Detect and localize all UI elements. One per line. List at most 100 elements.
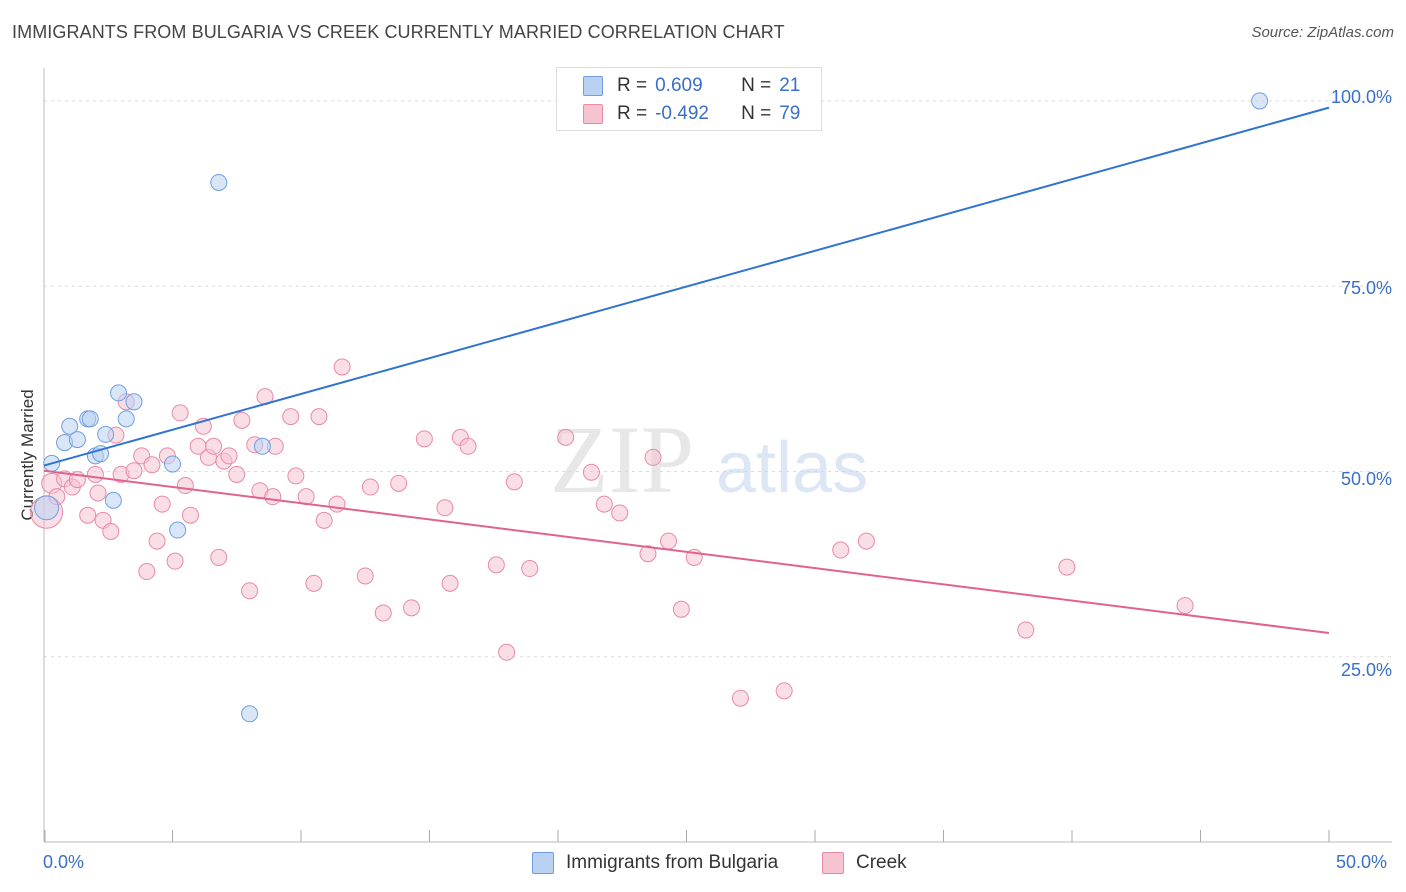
creek-point xyxy=(138,563,156,581)
creek-point xyxy=(305,574,323,592)
legend-r-label: R = xyxy=(617,103,648,124)
bottom-legend-swatch-blue xyxy=(532,852,554,874)
creek-point xyxy=(660,532,678,550)
creek-point xyxy=(241,582,259,600)
creek-point xyxy=(166,552,184,570)
legend-row-bulgaria: R = 0.609 N = 21 xyxy=(557,72,800,100)
creek-point xyxy=(228,465,246,483)
creek-point xyxy=(89,484,107,502)
legend-r-label: R = xyxy=(617,75,648,96)
correlation-legend: R = 0.609 N = 21 R = -0.492 N = 79 xyxy=(556,67,822,131)
creek-point xyxy=(1058,558,1076,576)
x-tick-label-max: 50.0% xyxy=(1336,852,1388,872)
creek-point xyxy=(1176,597,1194,615)
creek-point xyxy=(390,474,408,492)
legend-n-label: N = xyxy=(741,75,772,96)
bulgaria-point xyxy=(117,410,135,428)
bottom-legend-creek: Creek xyxy=(822,852,907,874)
chart-title: IMMIGRANTS FROM BULGARIA VS CREEK CURREN… xyxy=(12,22,785,42)
bulgaria-point xyxy=(169,521,187,539)
creek-point xyxy=(775,682,793,700)
creek-point xyxy=(644,448,662,466)
creek-point xyxy=(333,358,351,376)
creek-point xyxy=(361,478,379,496)
bulgaria-point xyxy=(97,425,115,443)
y-tick-label-100: 100.0% xyxy=(1330,87,1392,107)
creek-point xyxy=(1017,621,1035,639)
legend-n-value: 21 xyxy=(779,75,801,96)
creek-point xyxy=(595,495,613,513)
creek-point xyxy=(148,532,166,550)
creek-point xyxy=(672,600,690,618)
creek-point xyxy=(611,504,629,522)
creek-point xyxy=(328,495,346,513)
creek-point xyxy=(498,643,516,661)
legend-n-value: 79 xyxy=(779,103,801,124)
creek-point xyxy=(374,604,392,622)
creek-point xyxy=(487,556,505,574)
bulgaria-point xyxy=(61,417,79,435)
creek-point xyxy=(86,465,104,483)
creek-point xyxy=(356,567,374,585)
creek-point xyxy=(436,499,454,517)
bulgaria-point xyxy=(241,705,259,723)
bulgaria-point xyxy=(81,410,99,428)
creek-point xyxy=(125,462,143,480)
watermark-atlas: atlas xyxy=(716,428,868,508)
creek-point xyxy=(310,408,328,426)
bulgaria-point xyxy=(253,437,271,455)
source-label: Source: ZipAtlas.com xyxy=(1251,24,1394,41)
creek-point xyxy=(731,689,749,707)
creek-point xyxy=(459,437,477,455)
creek-point xyxy=(210,548,228,566)
creek-point xyxy=(582,463,600,481)
bulgaria-point xyxy=(164,455,181,473)
creek-point xyxy=(153,495,171,513)
y-tick-label-50: 50.0% xyxy=(1340,469,1392,489)
axes xyxy=(43,68,1392,843)
y-tick-label-25: 25.0% xyxy=(1340,660,1392,680)
creek-point xyxy=(557,428,575,446)
bottom-legend-swatch-pink xyxy=(822,852,844,874)
creek-point xyxy=(233,411,251,429)
creek-point xyxy=(220,447,238,465)
creek-point xyxy=(287,467,305,485)
bottom-legend-bulgaria: Immigrants from Bulgaria xyxy=(532,852,778,874)
creek-point xyxy=(176,477,194,495)
creek-point xyxy=(639,545,657,563)
creek-point xyxy=(415,430,433,448)
bulgaria-point xyxy=(110,384,128,402)
bulgaria-point xyxy=(104,491,122,509)
creek-point xyxy=(282,408,300,426)
legend-r-value: -0.492 xyxy=(655,103,709,124)
bulgaria-trend-line xyxy=(43,106,1330,467)
creek-point xyxy=(79,506,97,524)
creek-point xyxy=(441,574,459,592)
creek-point xyxy=(205,437,223,455)
watermark-zip: ZIP xyxy=(550,406,694,513)
bulgaria-point xyxy=(210,173,228,191)
creek-point xyxy=(102,522,120,540)
creek-point xyxy=(857,532,875,550)
bulgaria-point xyxy=(125,393,143,411)
x-tick-label-min: 0.0% xyxy=(43,852,85,872)
trend-lines xyxy=(43,106,1330,635)
legend-swatch-blue xyxy=(583,76,603,96)
bottom-legend-label: Immigrants from Bulgaria xyxy=(566,852,779,873)
bulgaria-point xyxy=(68,431,86,449)
creek-point xyxy=(505,473,523,491)
creek-point xyxy=(181,506,199,524)
grid xyxy=(44,100,1392,658)
creek-point xyxy=(143,456,161,474)
creek-point xyxy=(832,541,850,559)
y-tick-label-75: 75.0% xyxy=(1340,278,1392,298)
bulgaria-point xyxy=(34,495,60,521)
bottom-legend-label: Creek xyxy=(856,852,907,873)
legend-row-creek: R = -0.492 N = 79 xyxy=(557,100,800,128)
bulgaria-point xyxy=(1251,92,1269,110)
creek-point xyxy=(403,599,421,617)
creek-point xyxy=(315,511,333,529)
legend-r-value: 0.609 xyxy=(655,75,703,96)
creek-trend-line xyxy=(43,469,1330,635)
